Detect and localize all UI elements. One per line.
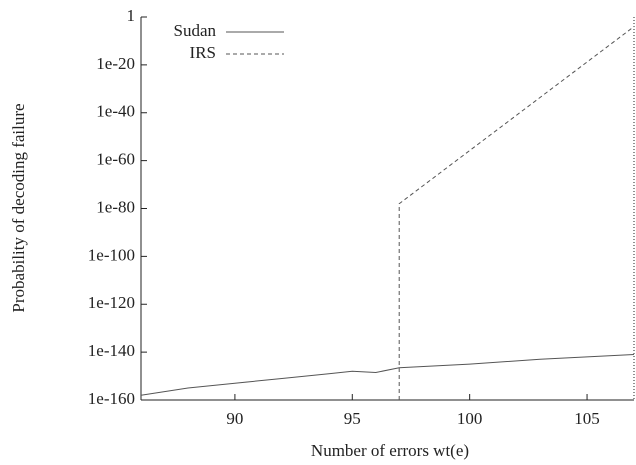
y-tick-label: 1e-40 (96, 102, 135, 121)
legend-label: IRS (190, 43, 216, 62)
y-tick-label: 1 (127, 6, 136, 25)
y-tick-label: 1e-120 (88, 293, 135, 312)
x-tick-label: 95 (344, 409, 361, 428)
x-tick-label: 90 (226, 409, 243, 428)
y-tick-label: 1e-20 (96, 54, 135, 73)
y-axis-label: Probability of decoding failure (9, 103, 28, 312)
y-tick-label: 1e-160 (88, 389, 135, 408)
x-tick-label: 105 (574, 409, 600, 428)
data-line (398, 26, 635, 400)
y-tick-label: 1e-60 (96, 150, 135, 169)
legend-label: Sudan (174, 21, 217, 40)
x-tick-label: 100 (457, 409, 483, 428)
y-tick-label: 1e-80 (96, 197, 135, 216)
x-axis-label: Number of errors wt(e) (311, 441, 469, 460)
y-tick-label: 1e-100 (88, 245, 135, 264)
y-tick-label: 1e-140 (88, 341, 135, 360)
data-line (140, 354, 635, 396)
